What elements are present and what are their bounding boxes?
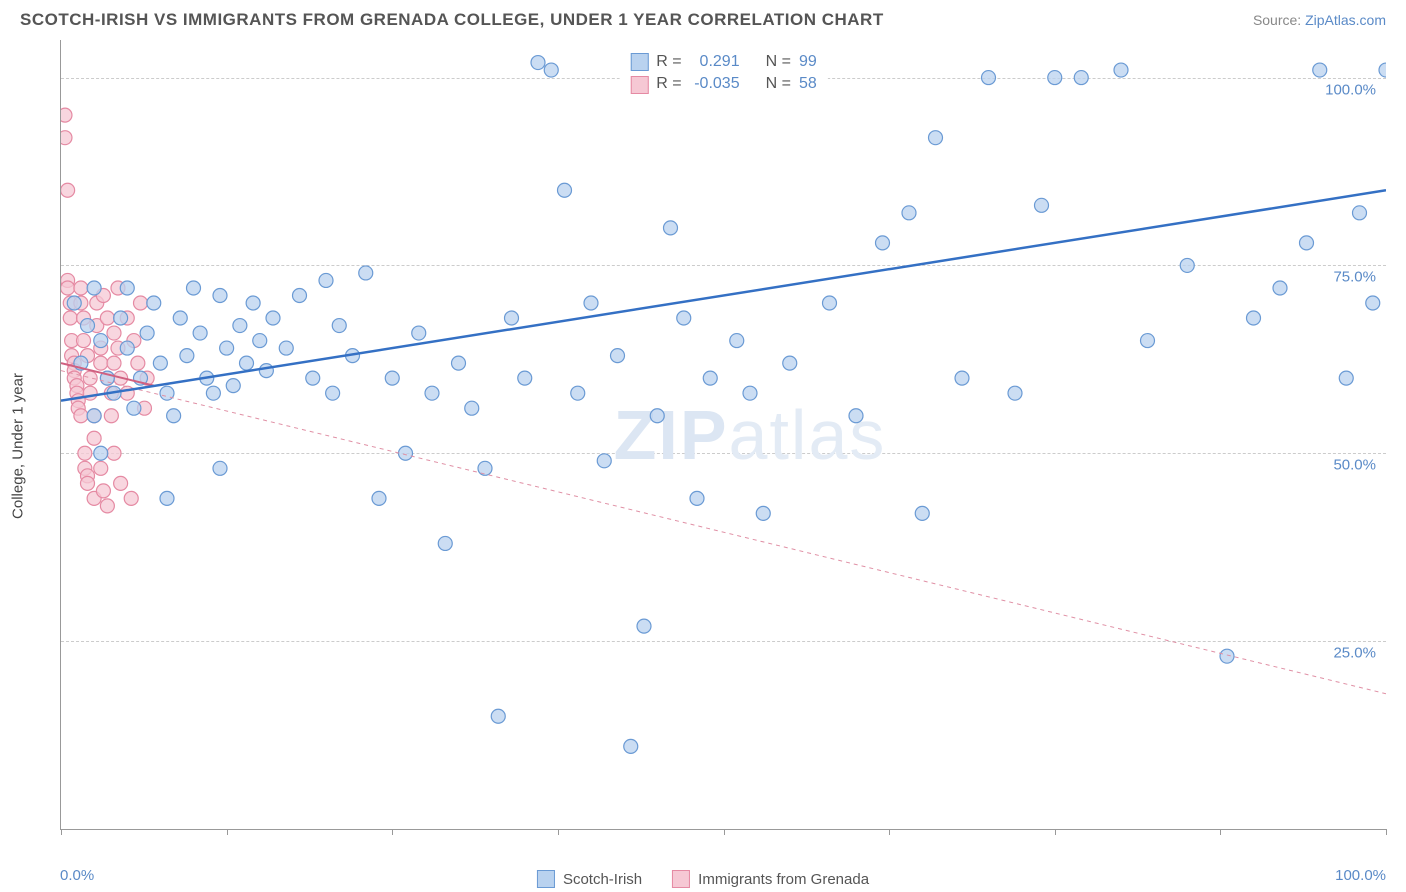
correlation-legend: R = 0.291 N = 99 R = -0.035 N = 58 xyxy=(619,46,827,101)
series-legend: Scotch-Irish Immigrants from Grenada xyxy=(537,870,869,888)
correlation-row-2: R = -0.035 N = 58 xyxy=(630,73,816,95)
chart-title: SCOTCH-IRISH VS IMMIGRANTS FROM GRENADA … xyxy=(20,10,884,30)
source-attribution: Source: ZipAtlas.com xyxy=(1253,12,1386,28)
chart-area: ZIPatlas 25.0%50.0%75.0%100.0% R = 0.291… xyxy=(60,40,1386,830)
swatch-scotch-irish xyxy=(630,53,648,71)
x-max-label: 100.0% xyxy=(1335,867,1386,884)
scatter-plot xyxy=(61,40,1386,829)
correlation-row-1: R = 0.291 N = 99 xyxy=(630,51,816,73)
legend-item-grenada: Immigrants from Grenada xyxy=(672,870,869,888)
y-axis-label: College, Under 1 year xyxy=(10,373,27,519)
legend-swatch-grenada xyxy=(672,870,690,888)
source-link[interactable]: ZipAtlas.com xyxy=(1305,12,1386,28)
x-min-label: 0.0% xyxy=(60,867,94,884)
legend-item-scotch-irish: Scotch-Irish xyxy=(537,870,642,888)
legend-swatch-scotch-irish xyxy=(537,870,555,888)
header: SCOTCH-IRISH VS IMMIGRANTS FROM GRENADA … xyxy=(0,0,1406,40)
swatch-grenada xyxy=(630,76,648,94)
